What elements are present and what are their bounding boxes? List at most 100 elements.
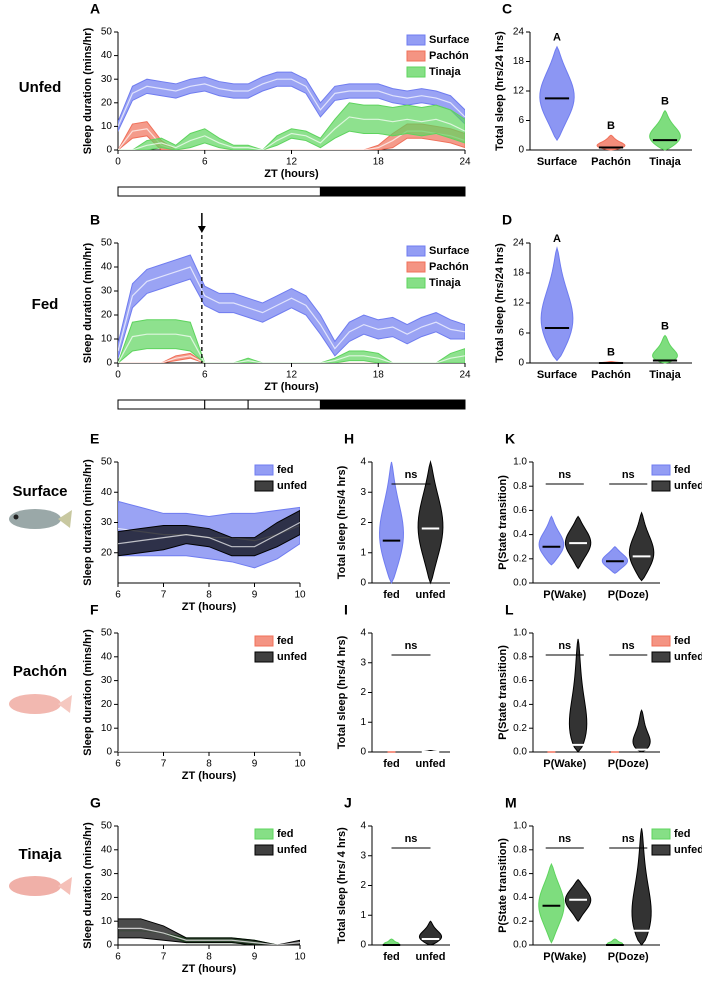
y-axis-label: Total sleep (hrs/24 hrs) (494, 243, 506, 363)
y-tick-label: 30 (101, 868, 113, 879)
x-axis-label: ZT (hours) (264, 381, 319, 393)
y-tick-label: 6 (518, 115, 524, 126)
y-axis-label: Total sleep (hrs/4 hrs) (336, 635, 348, 749)
x-tick-label: Pachón (591, 369, 631, 381)
x-tick-label: unfed (416, 589, 446, 601)
y-tick-label: 30 (101, 517, 113, 528)
y-tick-label: 6 (518, 328, 524, 339)
y-tick-label: 40 (101, 651, 113, 662)
x-tick-label: 9 (252, 759, 258, 770)
row-label: Unfed (19, 79, 62, 96)
fish-icon (9, 509, 72, 529)
x-tick-label: Tinaja (649, 156, 681, 168)
group-letter: B (607, 120, 615, 132)
y-tick-label: 0 (106, 358, 112, 369)
violin (632, 709, 651, 753)
y-tick-label: 24 (513, 238, 525, 249)
light-dark-bar (319, 186, 466, 197)
legend-swatch (254, 844, 274, 856)
violin (418, 920, 443, 946)
panel-label: E (90, 431, 99, 447)
y-tick-label: 50 (101, 628, 113, 639)
x-tick-label: unfed (416, 951, 446, 963)
y-tick-label: 40 (101, 487, 113, 498)
violin (652, 334, 678, 364)
error-band (118, 71, 465, 132)
panel-label: L (505, 602, 514, 618)
panel-label: B (90, 212, 100, 228)
x-tick-label: 9 (252, 952, 258, 963)
y-tick-label: 30 (101, 286, 113, 297)
group-letter: A (553, 32, 561, 44)
panel-label: J (344, 795, 352, 811)
legend-swatch (406, 66, 426, 78)
y-axis-label: Sleep duration (mins/hr) (82, 822, 94, 949)
legend-label: Surface (429, 34, 469, 46)
row-label: Tinaja (18, 846, 62, 863)
legend-swatch (254, 464, 274, 476)
plot-area (118, 918, 300, 945)
fish-icon (9, 694, 72, 714)
y-tick-label: 1 (360, 717, 366, 728)
y-tick-label: 40 (101, 50, 113, 61)
x-tick-label: P(Doze) (608, 758, 649, 770)
y-tick-label: 3 (360, 850, 366, 861)
y-tick-label: 10 (101, 121, 113, 132)
legend-label: Surface (429, 245, 469, 257)
y-axis-label: Sleep duration (mins/hr) (82, 459, 94, 586)
x-tick-label: P(Doze) (608, 589, 649, 601)
x-tick-label: 0 (115, 370, 121, 381)
mean-line (118, 521, 300, 548)
violin (628, 511, 655, 582)
x-tick-label: 0 (115, 157, 121, 168)
violin (596, 134, 626, 151)
light-dark-bar (204, 399, 249, 410)
x-tick-label: 8 (206, 952, 212, 963)
y-tick-label: 0.8 (513, 651, 527, 662)
legend-swatch (254, 828, 274, 840)
x-tick-label: P(Wake) (543, 951, 586, 963)
significance-label: ns (558, 640, 571, 652)
y-tick-label: 4 (360, 457, 366, 468)
x-tick-label: Pachón (591, 156, 631, 168)
legend-swatch (254, 635, 274, 647)
light-dark-bar (117, 186, 321, 197)
x-tick-label: 6 (202, 370, 208, 381)
legend-swatch (651, 480, 671, 492)
panel-label: K (505, 431, 515, 447)
legend-swatch (651, 464, 671, 476)
y-tick-label: 0.6 (513, 505, 527, 516)
row-label: Pachón (13, 663, 67, 680)
plot-area (118, 500, 300, 569)
x-tick-label: 18 (373, 370, 385, 381)
y-tick-label: 10 (101, 723, 113, 734)
x-tick-label: fed (383, 758, 400, 770)
mean-line (118, 266, 465, 352)
x-tick-label: Surface (537, 369, 577, 381)
mean-line (118, 116, 465, 150)
legend-swatch (651, 651, 671, 663)
y-tick-label: 4 (360, 628, 366, 639)
y-axis-label: Sleep duration (min/hr) (82, 242, 94, 363)
y-tick-label: 0.0 (513, 940, 527, 951)
legend-label: fed (674, 828, 691, 840)
significance-label: ns (622, 640, 635, 652)
y-tick-label: 20 (101, 97, 113, 108)
legend-swatch (254, 480, 274, 492)
x-axis-label: ZT (hours) (264, 168, 319, 180)
y-tick-label: 0.2 (513, 916, 527, 927)
error-band (118, 918, 300, 945)
y-axis-label: Sleep duration (mins/hr) (82, 629, 94, 756)
y-tick-label: 20 (101, 310, 113, 321)
legend-label: unfed (277, 844, 307, 856)
violin (649, 109, 681, 151)
panel-label: A (90, 1, 100, 17)
error-band (118, 509, 300, 557)
y-tick-label: 0 (106, 940, 112, 951)
y-axis-label: Total sleep (hrs/4 hrs) (336, 465, 348, 579)
x-tick-label: 12 (286, 157, 298, 168)
legend-swatch (406, 245, 426, 257)
significance-label: ns (405, 469, 418, 481)
x-tick-label: 6 (115, 590, 121, 601)
